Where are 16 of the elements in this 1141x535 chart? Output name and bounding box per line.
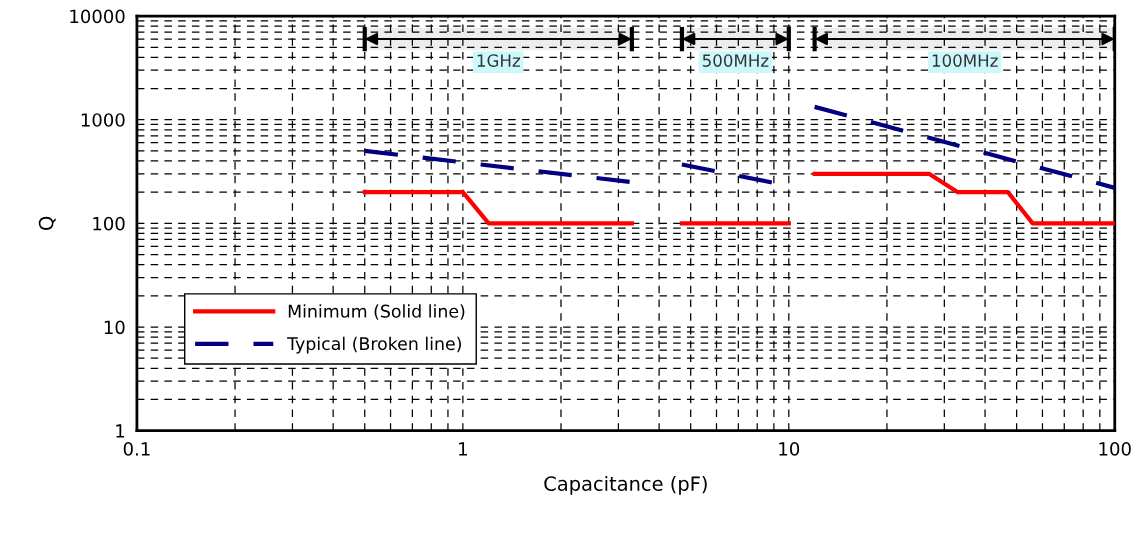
y-tick-label: 10000 <box>70 9 125 24</box>
x-tick-label: 10 <box>779 442 800 456</box>
legend-label: Typical (Broken line) <box>287 336 461 354</box>
y-tick-label: 100 <box>93 216 125 231</box>
y-tick-label: 1 <box>116 424 125 438</box>
x-tick-label: 0.1 <box>123 442 150 456</box>
y-axis-title: Q <box>38 216 56 230</box>
legend-label: Minimum (Solid line) <box>288 304 465 320</box>
x-axis-title: Capacitance (pF) <box>544 475 707 495</box>
x-tick-label: 1 <box>459 442 467 456</box>
y-tick-label: 1000 <box>81 113 125 127</box>
band-label: 1GHz <box>477 54 520 67</box>
y-tick-label: 10 <box>104 320 125 335</box>
band-label: 100MHz <box>932 54 998 67</box>
x-tick-label: 100 <box>1099 442 1131 456</box>
band-label: 500MHz <box>702 54 769 67</box>
